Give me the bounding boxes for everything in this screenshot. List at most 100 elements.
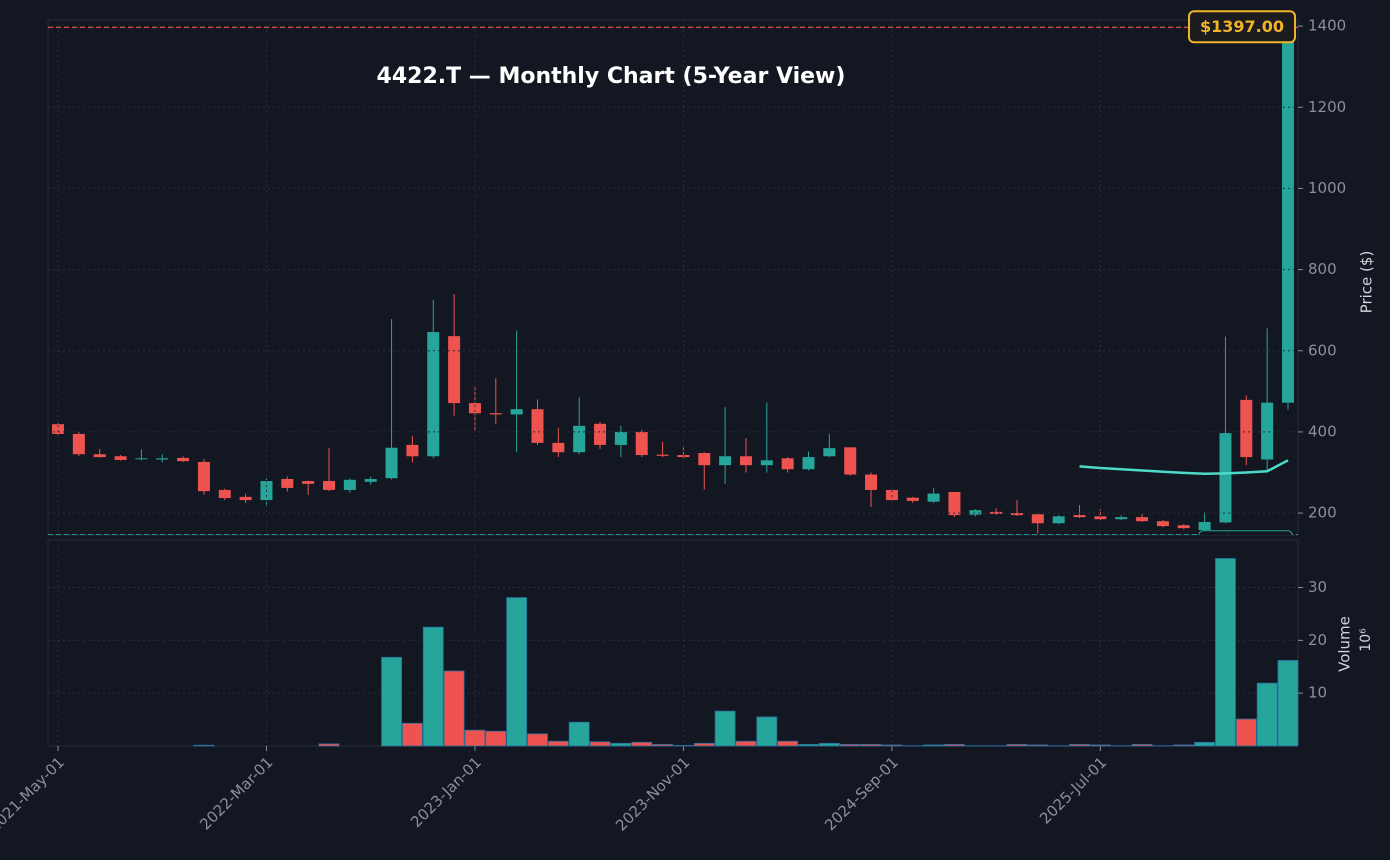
- candle-body: [614, 431, 627, 445]
- volume-bar: [673, 745, 694, 747]
- volume-bar: [1235, 718, 1257, 747]
- candle-body: [1136, 517, 1149, 522]
- resistance-label-box: [1188, 10, 1296, 44]
- candle-body: [906, 497, 919, 501]
- volume-bar: [1089, 744, 1111, 747]
- candle-body: [719, 456, 732, 466]
- volume-bar: [735, 740, 757, 747]
- resistance-label: $1397.00: [1200, 17, 1284, 36]
- volume-bar: [318, 743, 340, 747]
- volume-bar: [693, 742, 715, 747]
- y-axis-label: Price ($): [1358, 251, 1376, 314]
- volume-bar: [589, 741, 611, 747]
- candle-body: [1156, 521, 1169, 527]
- candle-body: [760, 460, 773, 466]
- volume-bar: [756, 716, 778, 747]
- candle-body: [823, 448, 836, 457]
- volume-bar: [1027, 744, 1049, 747]
- candle-body: [656, 454, 669, 456]
- candle-body: [1177, 525, 1190, 529]
- volume-bar: [944, 744, 965, 747]
- volume-bar: [443, 670, 465, 747]
- candle-body: [865, 474, 878, 490]
- y-tick-label: 1400: [1308, 17, 1346, 35]
- candle-body: [364, 478, 377, 482]
- price-panel: S: $146.67: [48, 26, 1298, 550]
- candle-body: [1073, 515, 1086, 518]
- candle-body: [302, 481, 315, 484]
- volume-bar: [1256, 682, 1278, 747]
- y-tick-label: 10: [1308, 684, 1327, 702]
- volume-scale-label: 10⁶: [1358, 628, 1374, 652]
- volume-bar: [506, 597, 528, 747]
- candle-body: [844, 447, 857, 475]
- y-tick-label: 1200: [1308, 98, 1346, 116]
- candle-body: [1052, 516, 1065, 524]
- volume-bar: [1173, 744, 1195, 747]
- candle-body: [385, 447, 398, 479]
- volume-bar: [839, 744, 861, 747]
- candle-body: [52, 424, 64, 434]
- y-tick-label: 20: [1308, 631, 1327, 649]
- volume-bar: [485, 730, 507, 747]
- volume-bar: [1006, 744, 1028, 747]
- volume-bar: [714, 710, 736, 747]
- candle-body: [948, 491, 961, 516]
- candle-body: [177, 457, 190, 462]
- candle-body: [72, 433, 85, 455]
- candle-body: [468, 403, 481, 414]
- candle-body: [135, 458, 148, 460]
- volume-bar: [547, 740, 569, 747]
- volume-bar: [1277, 660, 1299, 747]
- volume-bar: [1069, 744, 1090, 747]
- volume-bar: [881, 744, 903, 747]
- candle-body: [427, 332, 440, 457]
- y-tick-label: 600: [1308, 341, 1337, 359]
- volume-bar: [818, 742, 840, 747]
- candle-body: [406, 444, 419, 457]
- candle-body: [1198, 522, 1211, 531]
- candle-body: [281, 478, 294, 488]
- candle-body: [739, 456, 752, 466]
- candle-body: [218, 489, 231, 499]
- volume-bar: [1215, 558, 1236, 747]
- volume-bar: [777, 740, 799, 747]
- support-label-box: [1198, 530, 1293, 535]
- volume-bar: [798, 744, 819, 747]
- volume-bar: [923, 744, 944, 747]
- candle-body: [635, 431, 648, 456]
- candle-body: [531, 409, 544, 443]
- volume-bar: [652, 744, 673, 747]
- candle-body: [114, 456, 127, 460]
- volume-bar: [402, 722, 423, 747]
- volume-bar: [1194, 741, 1216, 747]
- volume-axis-label: Volume: [1336, 616, 1354, 672]
- candle-body: [489, 413, 502, 415]
- candle-body: [1282, 27, 1294, 403]
- candle-body: [1031, 514, 1044, 524]
- support-label: S: $146.67: [1204, 532, 1285, 550]
- candle-body: [927, 493, 940, 502]
- y-tick-label: 1000: [1308, 179, 1346, 197]
- candle-body: [93, 454, 106, 458]
- candle-body: [698, 453, 711, 466]
- volume-bar: [610, 742, 632, 747]
- candle-body: [969, 510, 982, 515]
- candle-body: [1219, 433, 1232, 523]
- y-tick-label: 200: [1308, 504, 1337, 522]
- candle-body: [1240, 399, 1253, 458]
- y-tick-label: 400: [1308, 422, 1337, 440]
- volume-bar: [464, 729, 486, 747]
- candle-body: [781, 458, 794, 470]
- candle-body: [1094, 516, 1107, 520]
- candle-body: [552, 442, 565, 453]
- candle-body: [448, 336, 461, 404]
- volume-bar: [381, 656, 402, 747]
- candle-body: [156, 458, 169, 460]
- candle-body: [1115, 517, 1128, 520]
- volume-bar: [193, 744, 215, 747]
- chart-title: 4422.T — Monthly Chart (5-Year View): [377, 64, 846, 89]
- candle-body: [802, 457, 815, 470]
- y-tick-label: 800: [1308, 260, 1337, 278]
